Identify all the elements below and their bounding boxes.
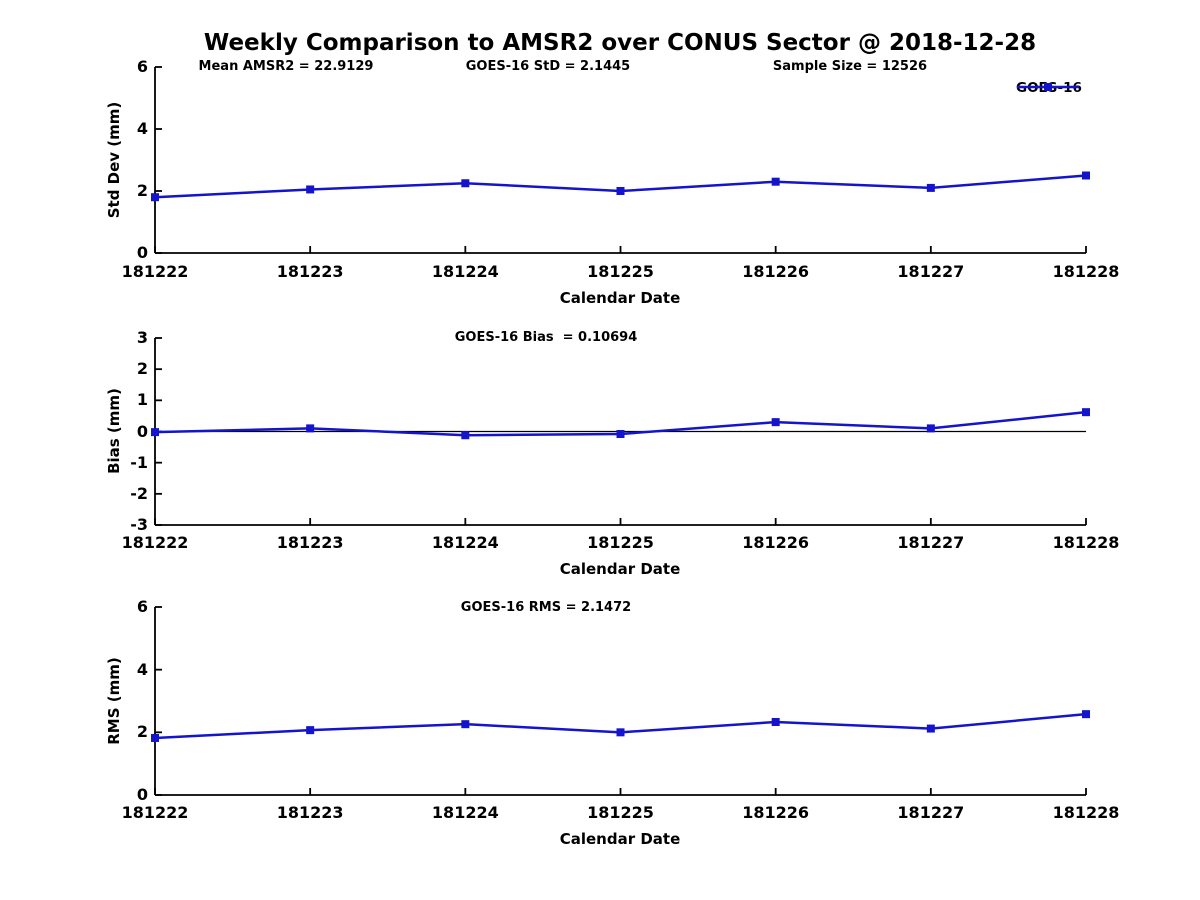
- data-point-marker: [616, 429, 625, 438]
- data-point-marker: [771, 717, 780, 726]
- x-axis-label-1: Calendar Date: [559, 289, 681, 307]
- data-point-marker: [771, 177, 780, 186]
- x-tick-label: 181228: [1052, 533, 1120, 552]
- annotation-goes16-rms: GOES-16 RMS = 2.1472: [460, 600, 632, 615]
- x-axis-label-2: Calendar Date: [559, 560, 681, 578]
- y-tick-label: 4: [136, 659, 148, 679]
- data-point-marker: [151, 428, 159, 437]
- y-tick-label: 4: [136, 119, 148, 138]
- data-point-marker: [926, 724, 935, 733]
- x-tick-label: 181225: [587, 803, 654, 822]
- x-tick-label: 181222: [121, 803, 189, 822]
- x-tick-label: 181225: [587, 262, 654, 281]
- legend: GOES-16: [1016, 80, 1082, 96]
- y-tick-label: 1: [136, 390, 148, 410]
- x-tick-label: 181226: [742, 803, 810, 822]
- data-point-marker: [461, 179, 470, 188]
- x-tick-label: 181228: [1052, 803, 1120, 822]
- x-tick-label: 181224: [431, 533, 499, 552]
- y-tick-label: 0: [136, 421, 148, 441]
- x-tick-label: 181223: [276, 533, 344, 552]
- x-tick-label: 181224: [431, 803, 499, 822]
- x-tick-label: 181228: [1052, 262, 1120, 281]
- data-point-marker: [616, 187, 625, 195]
- x-tick-label: 181223: [276, 803, 344, 822]
- x-tick-label: 181225: [587, 533, 654, 552]
- data-point-marker: [461, 431, 470, 440]
- annotation-goes16-std: GOES-16 StD = 2.1445: [465, 59, 631, 74]
- x-tick-label: 181227: [897, 262, 965, 281]
- data-point-marker: [771, 418, 780, 427]
- chart-title: Weekly Comparison to AMSR2 over CONUS Se…: [203, 30, 1037, 56]
- y-tick-label: 0: [136, 785, 148, 804]
- data-point-marker: [616, 728, 625, 737]
- data-point-marker: [1082, 171, 1090, 180]
- data-point-marker: [926, 183, 935, 192]
- y-tick-label: 3: [136, 328, 148, 347]
- data-point-marker: [1082, 710, 1090, 719]
- y-tick-label: 2: [136, 359, 148, 379]
- annotation-sample-size: Sample Size = 12526: [772, 59, 928, 74]
- annotation-mean-amsr2: Mean AMSR2 = 22.9129: [198, 59, 374, 74]
- x-tick-label: 181222: [121, 533, 189, 552]
- x-tick-label: 181222: [121, 262, 189, 281]
- x-tick-label: 181226: [742, 262, 810, 281]
- data-point-marker: [926, 424, 935, 433]
- annotation-goes16-bias: GOES-16 Bias = 0.10694: [454, 330, 638, 345]
- y-tick-label: 0: [136, 243, 148, 262]
- x-tick-label: 181223: [276, 262, 344, 281]
- x-tick-label: 181227: [897, 803, 965, 822]
- y-tick-label: -2: [130, 483, 148, 503]
- data-point-marker: [151, 733, 159, 742]
- data-point-marker: [306, 726, 315, 735]
- data-point-marker: [461, 720, 470, 729]
- x-tick-label: 181227: [897, 533, 965, 552]
- x-tick-label: 181224: [431, 262, 499, 281]
- legend-line-marker-icon: [1017, 83, 1079, 91]
- data-point-marker: [1082, 408, 1090, 417]
- x-tick-label: 181226: [742, 533, 810, 552]
- data-point-marker: [306, 424, 315, 433]
- data-point-marker: [306, 185, 315, 194]
- x-axis-label-3: Calendar Date: [559, 830, 681, 848]
- y-tick-label: 6: [136, 57, 148, 76]
- y-tick-label: 2: [136, 722, 148, 742]
- y-tick-label: -1: [130, 452, 148, 472]
- data-point-marker: [151, 193, 159, 202]
- y-tick-label: -3: [130, 515, 148, 534]
- y-tick-label: 2: [136, 181, 148, 200]
- y-tick-label: 6: [136, 597, 148, 616]
